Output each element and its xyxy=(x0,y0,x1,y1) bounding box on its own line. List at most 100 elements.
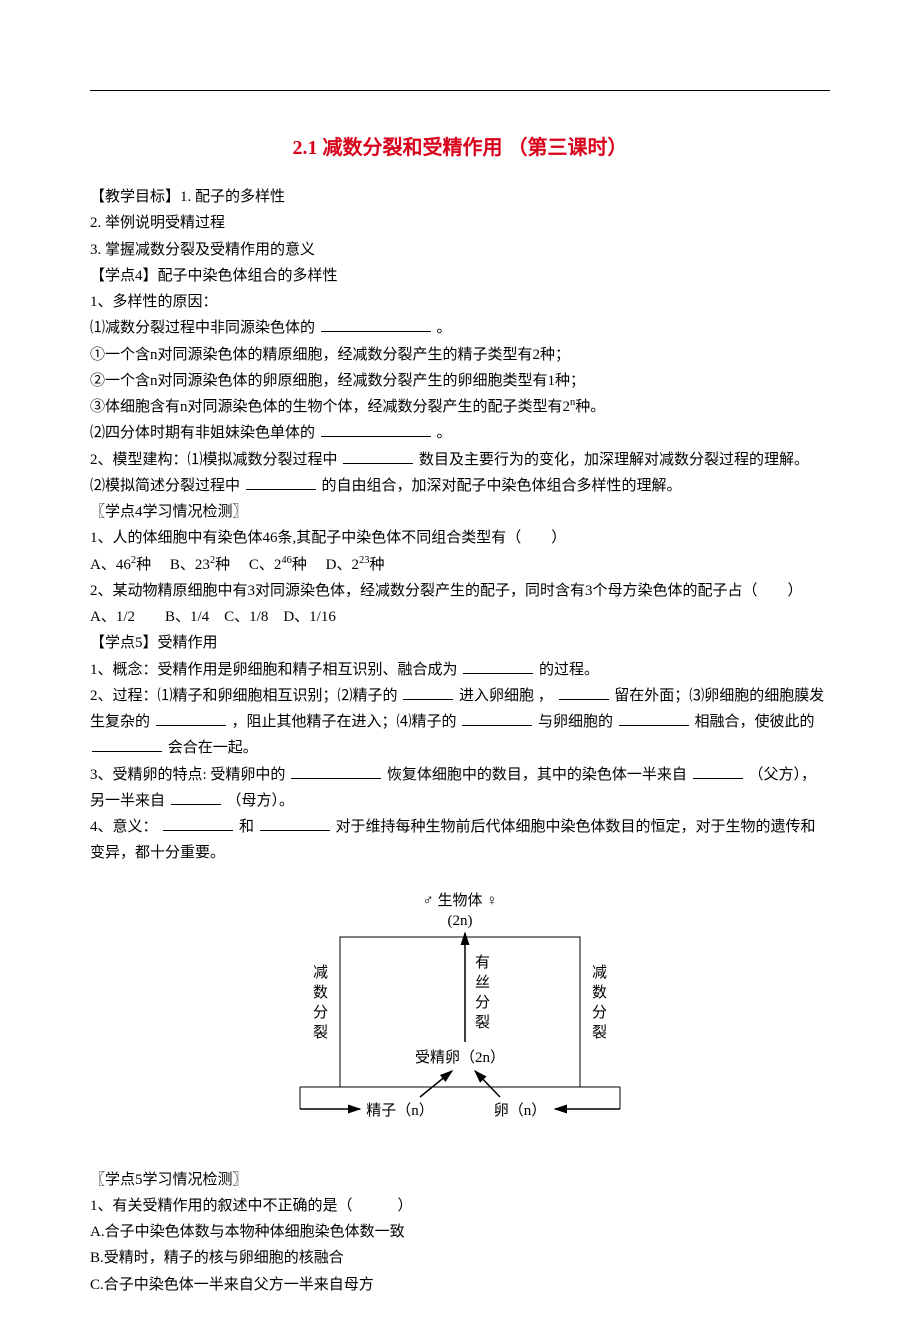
meiosis-cycle-diagram: ♂ 生物体 ♀ (2n) 减 数 分 裂 减 数 分 裂 有 丝 分 裂 受精卵… xyxy=(280,887,640,1137)
text: 1、概念：受精作用是卵细胞和精子相互识别、融合成为 xyxy=(90,662,458,678)
text: 。 xyxy=(437,320,452,336)
point4-q1-stem: 1、人的体细胞中有染色体46条,其配子中染色体不同组合类型有（ ） xyxy=(90,525,830,551)
text: B、23 xyxy=(170,557,210,573)
point4-q1-opts: A、462种 B、232种 C、246种 D、223种 xyxy=(90,552,830,578)
text: ⑴减数分裂过程中非同源染色体的 xyxy=(90,320,315,336)
text: 2、过程：⑴精子和卵细胞相互识别；⑵精子的 xyxy=(90,688,398,704)
diagram-organism-label: ♂ 生物体 ♀ xyxy=(422,892,497,909)
point4-header: 【学点4】配子中染色体组合的多样性 xyxy=(90,263,830,289)
header-rule xyxy=(90,90,830,91)
point4-model1: 2、模型建构：⑴模拟减数分裂过程中 数目及主要行为的变化，加深理解对减数分裂过程… xyxy=(90,447,830,473)
diagram-sperm-label: 精子（n） xyxy=(366,1102,434,1119)
goals-line-3: 3. 掌握减数分裂及受精作用的意义 xyxy=(90,237,830,263)
mitosis-char: 有 xyxy=(475,954,490,971)
point5-line1: 1、概念：受精作用是卵细胞和精子相互识别、融合成为 的过程。 xyxy=(90,657,830,683)
text: 2、模型建构：⑴模拟减数分裂过程中 xyxy=(90,452,338,468)
point4-circ2: ②一个含n对同源染色体的卵原细胞，经减数分裂产生的卵细胞类型有1种； xyxy=(90,368,830,394)
blank-field[interactable] xyxy=(559,685,609,700)
blank-field[interactable] xyxy=(260,816,330,831)
point4-reason2: ⑵四分体时期有非姐妹染色单体的 。 xyxy=(90,420,830,446)
text: 相融合，使彼此的 xyxy=(695,714,815,730)
goals-line-2: 2. 举例说明受精过程 xyxy=(90,210,830,236)
text: 进入卵细胞 ， xyxy=(459,688,553,704)
text: 种 xyxy=(215,557,230,573)
mitosis-char: 分 xyxy=(475,994,490,1011)
blank-field[interactable] xyxy=(171,790,221,805)
text: 会合在一起。 xyxy=(168,740,258,756)
blank-field[interactable] xyxy=(343,449,413,464)
text: （母方）。 xyxy=(227,793,295,809)
blank-field[interactable] xyxy=(246,475,316,490)
sup: 23 xyxy=(359,555,370,566)
text: 的自由组合，加深对配子中染色体组合多样性的理解。 xyxy=(322,478,682,494)
point4-circ3: ③体细胞含有n对同源染色体的生物个体，经减数分裂产生的配子类型有2n种。 xyxy=(90,394,830,420)
text: 3、受精卵的特点: 受精卵中的 xyxy=(90,767,285,783)
opt-b: B、232种 xyxy=(170,557,230,573)
text: 4、意义： xyxy=(90,819,158,835)
text: 种 xyxy=(136,557,151,573)
diagram-egg-label: 卵（n） xyxy=(494,1102,547,1119)
blank-field[interactable] xyxy=(163,816,233,831)
point4-sub1: 1、多样性的原因： xyxy=(90,289,830,315)
meiosis-left-char: 分 xyxy=(313,1004,328,1021)
text: 。 xyxy=(437,425,452,441)
text: 种 xyxy=(370,557,385,573)
text: 种。 xyxy=(575,399,605,415)
point4-q2: 2、某动物精原细胞中有3对同源染色体，经减数分裂产生的配子，同时含有3个母方染色… xyxy=(90,578,830,631)
blank-field[interactable] xyxy=(156,711,226,726)
text: 与卵细胞的 xyxy=(538,714,613,730)
meiosis-right-char: 裂 xyxy=(592,1024,607,1041)
text: ③体细胞含有n对同源染色体的生物个体，经减数分裂产生的配子类型有2 xyxy=(90,399,570,415)
text: 数目及主要行为的变化，加深理解对减数分裂过程的理解。 xyxy=(419,452,809,468)
blank-field[interactable] xyxy=(619,711,689,726)
point5-line4: 4、意义： 和 对于维持每种生物前后代体细胞中染色体数目的恒定，对于生物的遗传和… xyxy=(90,814,830,867)
text: ，阻止其他精子在进入；⑷精子的 xyxy=(232,714,457,730)
text: 的过程。 xyxy=(539,662,599,678)
blank-field[interactable] xyxy=(463,659,533,674)
point5-q1-opt-c: C.合子中染色体一半来自父方一半来自母方 xyxy=(90,1272,830,1298)
text: 和 xyxy=(239,819,254,835)
text: A、46 xyxy=(90,557,131,573)
diagram-container: ♂ 生物体 ♀ (2n) 减 数 分 裂 减 数 分 裂 有 丝 分 裂 受精卵… xyxy=(90,887,830,1137)
document-body: 【教学目标】1. 配子的多样性 2. 举例说明受精过程 3. 掌握减数分裂及受精… xyxy=(90,184,830,867)
text: ⑵四分体时期有非姐妹染色单体的 xyxy=(90,425,315,441)
point5-header: 【学点5】受精作用 xyxy=(90,630,830,656)
document-body-2: 〖学点5学习情况检测〗 1、有关受精作用的叙述中不正确的是（ ） A.合子中染色… xyxy=(90,1167,830,1298)
opt-c: C、246种 xyxy=(249,557,307,573)
meiosis-right-char: 减 xyxy=(592,964,607,981)
point4-check-header: 〖学点4学习情况检测〗 xyxy=(90,499,830,525)
point4-model2: ⑵模拟简述分裂过程中 的自由组合，加深对配子中染色体组合多样性的理解。 xyxy=(90,473,830,499)
text: 种 xyxy=(292,557,307,573)
blank-field[interactable] xyxy=(291,764,381,779)
text: C、2 xyxy=(249,557,282,573)
text: D、2 xyxy=(326,557,359,573)
point5-q1-opt-b: B.受精时，精子的核与卵细胞的核融合 xyxy=(90,1245,830,1271)
blank-field[interactable] xyxy=(92,737,162,752)
point5-check-header: 〖学点5学习情况检测〗 xyxy=(90,1167,830,1193)
mitosis-char: 丝 xyxy=(475,974,490,991)
opt-d: D、223种 xyxy=(326,557,385,573)
point5-line3: 3、受精卵的特点: 受精卵中的 恢复体细胞中的数目，其中的染色体一半来自 （父方… xyxy=(90,762,830,815)
meiosis-right-char: 数 xyxy=(592,984,607,1001)
arrow-egg-zygote xyxy=(475,1071,500,1097)
blank-field[interactable] xyxy=(403,685,453,700)
text: ⑵模拟简述分裂过程中 xyxy=(90,478,240,494)
diagram-zygote-label: 受精卵（2n） xyxy=(415,1049,505,1066)
text: 恢复体细胞中的数目，其中的染色体一半来自 xyxy=(387,767,687,783)
meiosis-left-char: 数 xyxy=(313,984,328,1001)
point5-q1-stem: 1、有关受精作用的叙述中不正确的是（ ） xyxy=(90,1193,830,1219)
blank-field[interactable] xyxy=(321,422,431,437)
sup: 46 xyxy=(281,555,292,566)
opt-a: A、462种 xyxy=(90,557,151,573)
blank-field[interactable] xyxy=(693,764,743,779)
page-title: 2.1 减数分裂和受精作用 （第三课时） xyxy=(90,131,830,166)
point5-q1-opt-a: A.合子中染色体数与本物种体细胞染色体数一致 xyxy=(90,1219,830,1245)
goals-line-1: 【教学目标】1. 配子的多样性 xyxy=(90,184,830,210)
point4-reason1: ⑴减数分裂过程中非同源染色体的 。 xyxy=(90,315,830,341)
blank-field[interactable] xyxy=(321,317,431,332)
meiosis-left-char: 减 xyxy=(313,964,328,981)
diagram-2n-label: (2n) xyxy=(448,913,473,929)
meiosis-right-char: 分 xyxy=(592,1004,607,1021)
blank-field[interactable] xyxy=(462,711,532,726)
point4-circ1: ①一个含n对同源染色体的精原细胞，经减数分裂产生的精子类型有2种； xyxy=(90,342,830,368)
